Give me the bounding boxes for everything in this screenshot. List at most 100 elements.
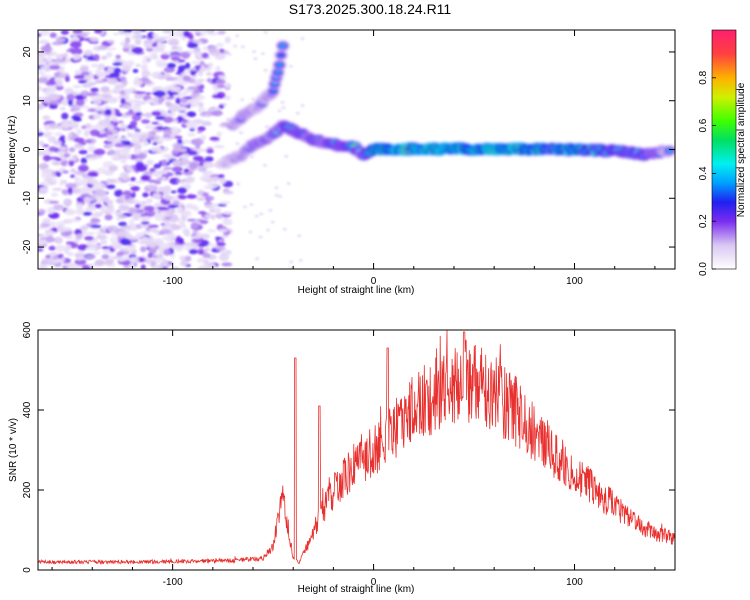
- noise-blob: [47, 53, 58, 57]
- noise-blob: [50, 192, 59, 197]
- noise-blob: [150, 130, 157, 135]
- y-tick-label: -20: [22, 239, 33, 254]
- noise-blob: [72, 117, 82, 122]
- noise-blob: [298, 258, 303, 262]
- noise-blob: [149, 246, 157, 254]
- noise-blob: [297, 234, 302, 238]
- noise-blob: [186, 111, 197, 117]
- snr-frame: [37, 329, 676, 571]
- noise-blob: [233, 44, 238, 48]
- noise-blob: [155, 59, 164, 66]
- noise-blob: [277, 109, 282, 113]
- y-tick-label: 600: [22, 321, 33, 338]
- noise-blob: [197, 106, 206, 113]
- noise-blob: [174, 135, 183, 139]
- noise-blob: [200, 134, 206, 141]
- noise-blob: [151, 55, 159, 60]
- noise-blob: [150, 146, 163, 153]
- noise-blob: [227, 250, 231, 254]
- noise-blob: [177, 139, 183, 144]
- noise-blob: [54, 236, 63, 244]
- noise-blob: [118, 214, 127, 219]
- noise-blob: [40, 223, 51, 228]
- noise-blob: [65, 241, 75, 245]
- noise-blob: [253, 57, 258, 61]
- noise-blob: [188, 248, 198, 255]
- noise-blob: [201, 52, 209, 59]
- x-tick-label: -100: [163, 577, 183, 588]
- noise-blob: [40, 45, 52, 53]
- noise-blob: [88, 178, 98, 185]
- noise-blob: [67, 265, 79, 269]
- noise-blob: [128, 44, 136, 49]
- noise-blob: [203, 122, 213, 126]
- noise-blob: [209, 136, 220, 141]
- noise-blob: [133, 148, 142, 155]
- noise-blob: [105, 47, 117, 51]
- colorbar-gradient: [711, 29, 737, 270]
- noise-blob: [152, 33, 159, 38]
- noise-blob: [50, 100, 62, 105]
- noise-blob: [100, 239, 108, 246]
- noise-blob: [44, 90, 51, 97]
- noise-blob: [180, 119, 189, 123]
- noise-blob: [80, 90, 90, 97]
- noise-blob: [124, 199, 135, 204]
- noise-blob: [191, 61, 200, 65]
- noise-blob: [84, 232, 96, 235]
- noise-blob: [38, 55, 46, 60]
- noise-blob: [212, 178, 217, 182]
- snr-ticks: -100 0 100 0 200 400 600: [22, 321, 675, 588]
- noise-blob: [300, 104, 305, 107]
- noise-blob: [90, 63, 100, 68]
- noise-blob: [170, 214, 179, 220]
- noise-blob: [49, 32, 57, 38]
- noise-blob: [172, 146, 184, 151]
- noise-blob: [94, 203, 103, 209]
- noise-blob: [295, 111, 300, 115]
- noise-blob: [92, 98, 102, 105]
- noise-blob: [67, 132, 74, 137]
- noise-blob: [197, 265, 209, 269]
- noise-blob: [94, 154, 103, 159]
- x-tick-label: -100: [163, 276, 183, 287]
- y-tick-label: 0: [22, 567, 33, 573]
- noise-blob: [70, 40, 82, 49]
- noise-blob: [203, 260, 210, 266]
- noise-blob: [190, 235, 202, 240]
- noise-blob: [41, 172, 47, 177]
- noise-blob: [200, 30, 206, 37]
- noise-blob: [268, 208, 273, 212]
- noise-blob: [94, 30, 103, 34]
- noise-blob: [300, 37, 305, 41]
- noise-blob: [85, 246, 97, 251]
- noise-blob: [146, 99, 153, 104]
- noise-blob: [61, 227, 72, 232]
- noise-blob: [89, 37, 99, 42]
- noise-blob: [119, 124, 128, 129]
- noise-blob: [141, 175, 150, 181]
- noise-blob: [67, 157, 77, 161]
- noise-blob: [260, 52, 265, 56]
- noise-blob: [80, 65, 89, 70]
- noise-blob: [217, 30, 226, 35]
- noise-blob: [130, 256, 137, 263]
- noise-blob: [146, 198, 153, 204]
- noise-blob: [219, 201, 231, 205]
- noise-blob: [73, 176, 81, 182]
- noise-blob: [184, 177, 195, 184]
- noise-blob: [52, 187, 63, 191]
- noise-blob: [108, 149, 116, 156]
- noise-blob: [197, 69, 204, 77]
- noise-blob: [107, 40, 115, 44]
- noise-blob: [182, 228, 190, 235]
- noise-blob: [265, 125, 269, 129]
- noise-blob: [93, 106, 106, 111]
- noise-blob: [116, 251, 125, 256]
- noise-blob: [163, 129, 173, 136]
- noise-blob: [141, 221, 150, 225]
- noise-blob: [87, 82, 97, 86]
- noise-blob: [159, 243, 170, 248]
- noise-blob: [46, 85, 57, 92]
